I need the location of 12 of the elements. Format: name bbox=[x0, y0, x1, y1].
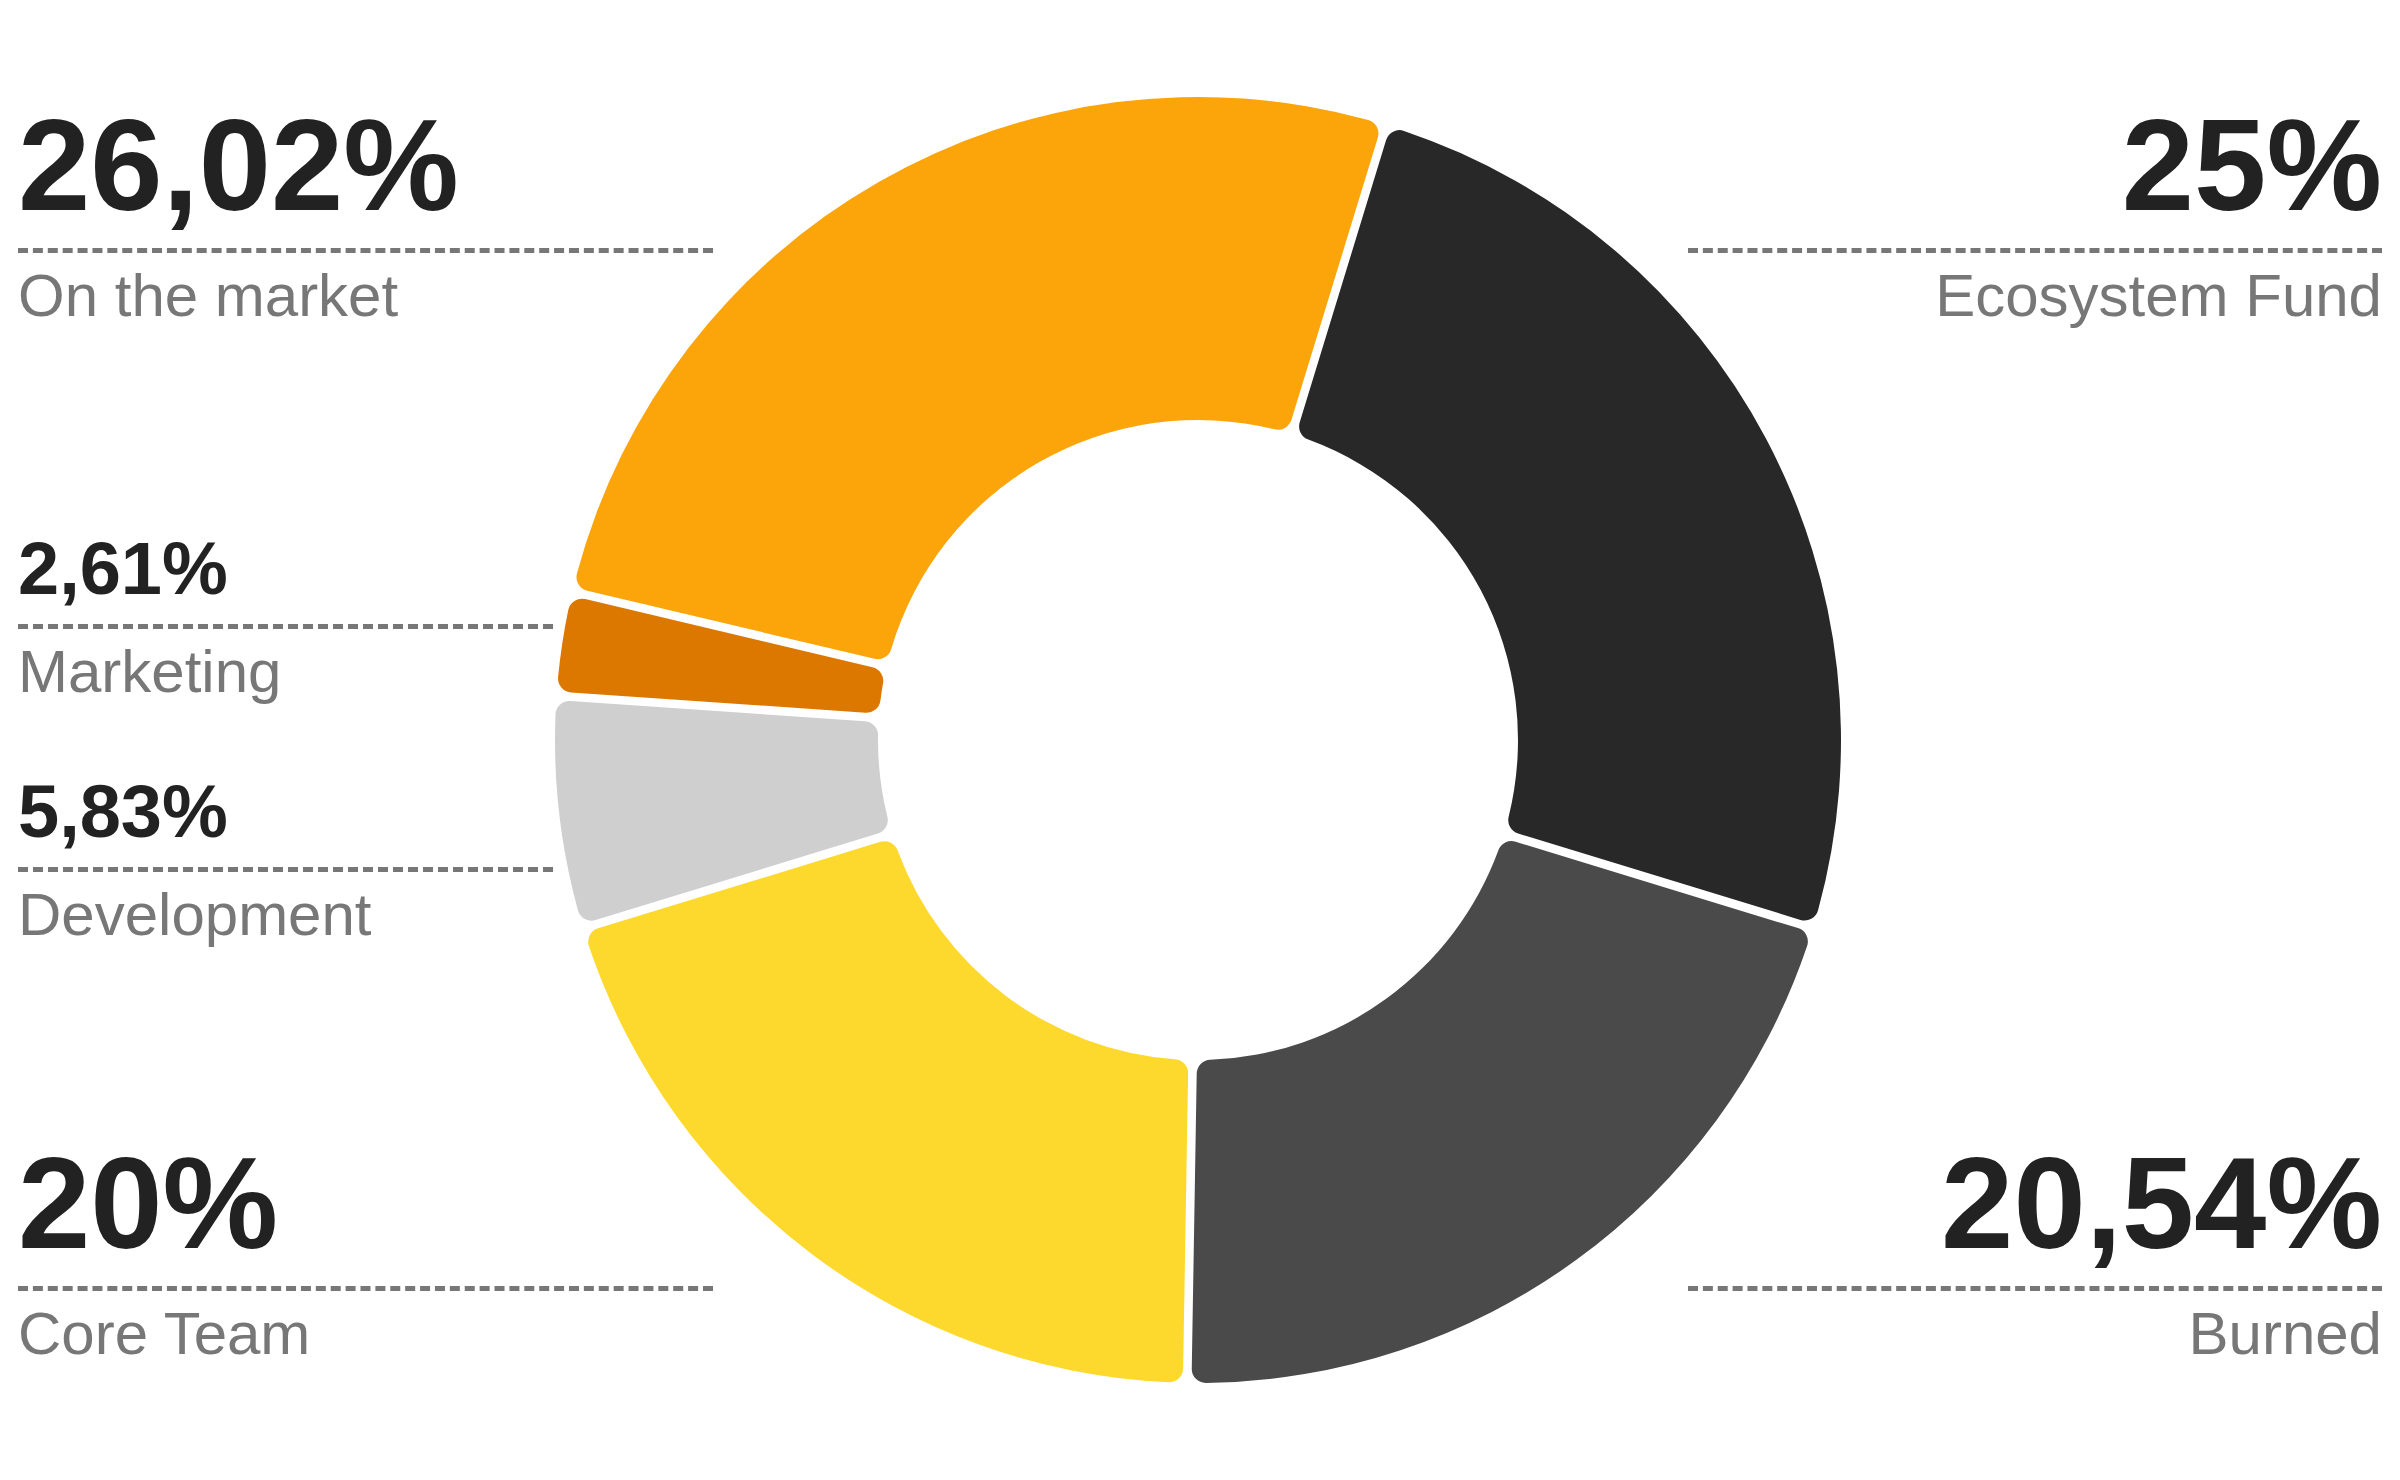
slice-label: Development bbox=[18, 881, 373, 948]
data-label: 5,83% bbox=[18, 770, 229, 853]
slice-label: On the market bbox=[18, 262, 400, 329]
slice-label: Core Team bbox=[18, 1300, 312, 1367]
data-label: 25% bbox=[2120, 92, 2382, 238]
data-label: 2,61% bbox=[18, 527, 229, 610]
slice-label: Ecosystem Fund bbox=[1934, 262, 2382, 329]
data-label: 20% bbox=[18, 1130, 280, 1276]
slice-label: Burned bbox=[2187, 1300, 2382, 1367]
slice-label: Marketing bbox=[18, 638, 283, 705]
data-label: 26,02% bbox=[18, 92, 460, 238]
data-label: 20,54% bbox=[1940, 1130, 2382, 1276]
